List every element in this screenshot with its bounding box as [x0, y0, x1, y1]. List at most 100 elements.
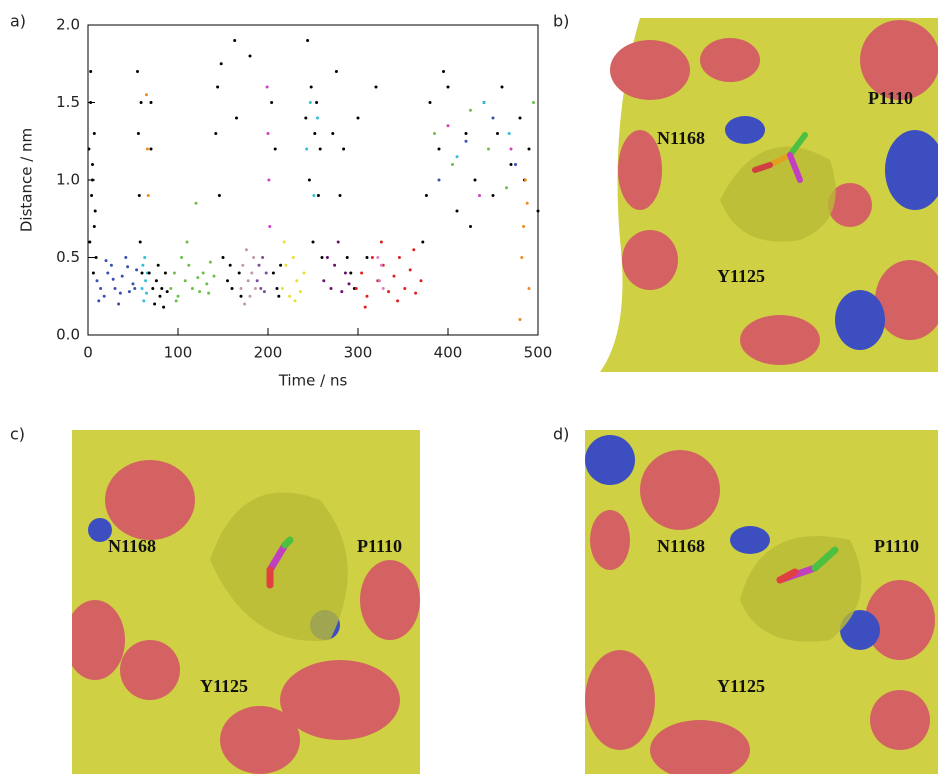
point: [144, 279, 148, 283]
point: [307, 178, 311, 182]
point: [198, 290, 202, 294]
point: [505, 186, 508, 190]
point: [363, 305, 367, 309]
point: [137, 194, 141, 197]
point: [138, 240, 142, 244]
point: [233, 39, 237, 42]
point: [442, 70, 445, 73]
point: [201, 271, 205, 275]
point: [244, 248, 248, 252]
point: [243, 302, 247, 306]
point: [279, 263, 283, 267]
point: [379, 240, 383, 244]
point: [496, 132, 499, 135]
point: [97, 299, 101, 303]
y-axis-label: Distance / nm: [18, 128, 36, 232]
point: [147, 271, 151, 275]
point: [273, 147, 277, 151]
residue-label: P1110: [868, 88, 913, 108]
point: [523, 178, 527, 182]
point: [419, 279, 423, 283]
point: [266, 132, 270, 135]
point: [169, 287, 173, 290]
point: [491, 116, 495, 120]
point: [334, 70, 338, 73]
point: [354, 287, 358, 290]
point: [437, 178, 441, 182]
point: [277, 294, 281, 298]
point: [89, 70, 93, 73]
point: [340, 290, 344, 294]
residue-label: P1110: [357, 536, 402, 556]
point: [139, 101, 143, 104]
point: [305, 147, 309, 151]
x-tick-label: 500: [524, 344, 553, 362]
point: [403, 287, 407, 290]
point: [267, 178, 271, 182]
point: [464, 132, 468, 135]
point: [165, 290, 169, 294]
point: [408, 268, 412, 272]
point: [338, 194, 342, 197]
point: [318, 147, 322, 151]
point: [183, 279, 187, 283]
residue-label: Y1125: [200, 676, 248, 696]
point: [143, 256, 147, 259]
point: [127, 290, 131, 294]
point: [149, 101, 153, 104]
point: [379, 263, 383, 267]
point: [239, 294, 243, 298]
point: [140, 287, 144, 290]
point: [124, 256, 128, 259]
point: [360, 271, 364, 275]
x-tick-label: 100: [164, 344, 193, 362]
point: [518, 116, 522, 120]
point: [532, 101, 535, 104]
point: [194, 201, 198, 205]
panel-label: c): [10, 425, 25, 444]
x-tick-label: 300: [344, 344, 373, 362]
point: [525, 201, 529, 205]
residue-label: Y1125: [717, 676, 765, 696]
point: [282, 240, 286, 244]
point: [265, 85, 269, 89]
plot-a: a) 0 100 200 300 400 500 0.0 0.5 1.0 1.5 2.0 Time / …: [10, 12, 552, 390]
point: [237, 271, 241, 275]
point: [316, 194, 320, 197]
point: [509, 147, 513, 151]
point: [500, 85, 504, 89]
point: [376, 256, 380, 259]
point: [315, 101, 319, 104]
point: [235, 116, 238, 120]
point: [228, 263, 232, 267]
point: [221, 256, 225, 259]
point: [252, 256, 256, 259]
point: [482, 101, 486, 104]
point: [141, 263, 145, 267]
point: [257, 263, 261, 267]
point: [316, 116, 319, 120]
point: [153, 302, 157, 306]
point: [343, 271, 347, 275]
point: [397, 256, 401, 259]
point: [280, 287, 284, 290]
residue-label: N1168: [657, 128, 705, 148]
point: [455, 155, 459, 159]
point: [491, 194, 495, 197]
point: [95, 279, 99, 283]
point: [226, 279, 229, 283]
point: [291, 256, 295, 259]
point: [180, 256, 184, 259]
point: [253, 287, 257, 290]
x-tick-label: 0: [83, 344, 93, 362]
point: [212, 274, 216, 278]
point: [136, 70, 139, 73]
point: [469, 108, 472, 112]
x-tick-label: 400: [434, 344, 463, 362]
point: [469, 225, 472, 228]
point: [259, 287, 263, 290]
point: [347, 282, 351, 286]
point: [311, 240, 315, 244]
point: [333, 263, 337, 267]
point: [205, 282, 209, 286]
